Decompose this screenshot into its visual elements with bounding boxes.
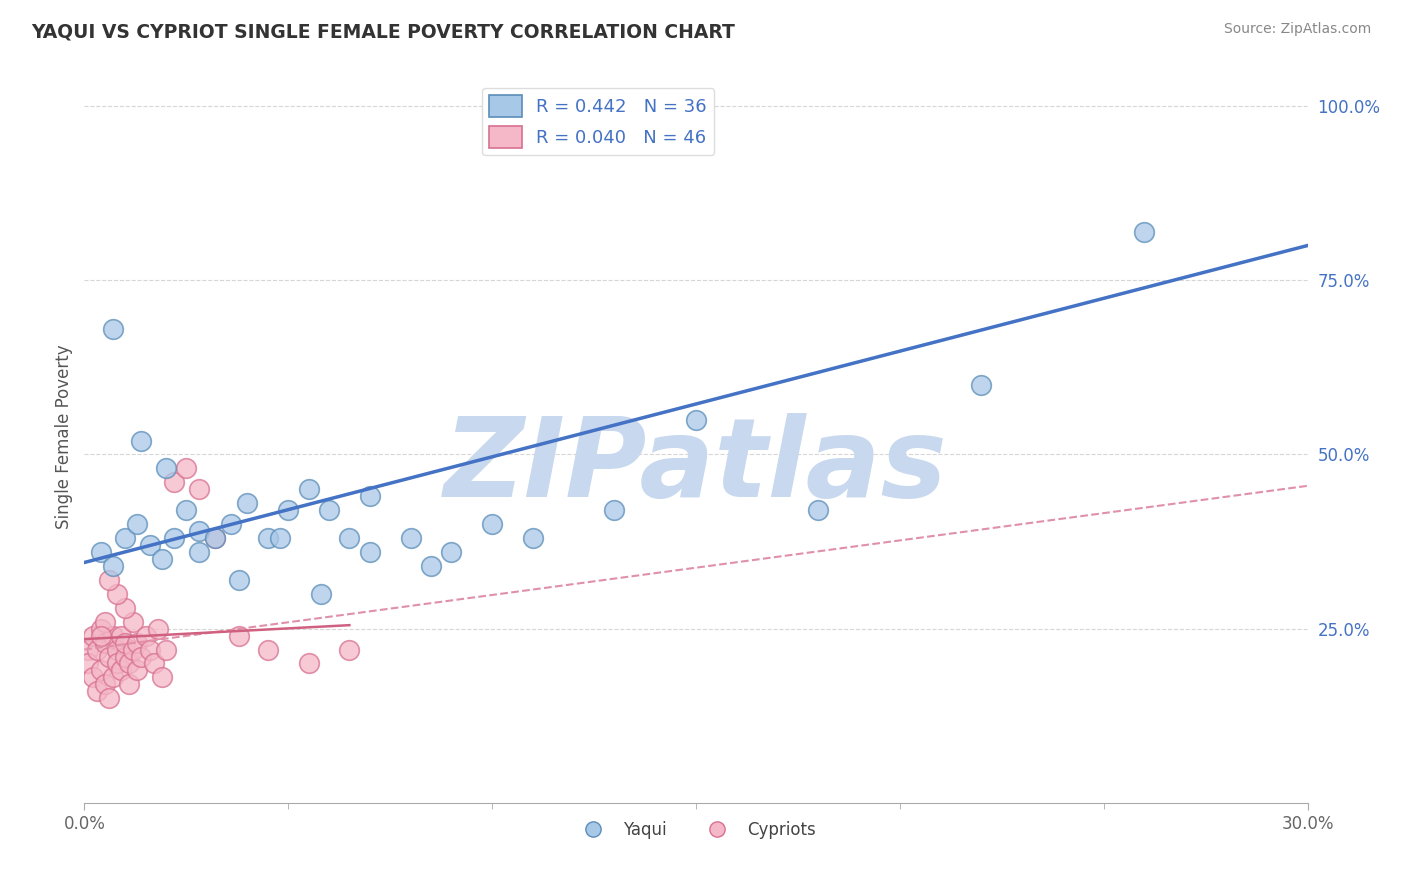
Point xyxy=(101,322,124,336)
Point xyxy=(90,622,112,636)
Point xyxy=(131,649,153,664)
Point xyxy=(685,412,707,426)
Point xyxy=(93,615,115,629)
Point xyxy=(440,545,463,559)
Point xyxy=(970,377,993,392)
Point xyxy=(127,517,149,532)
Point xyxy=(142,657,165,671)
Point xyxy=(131,434,153,448)
Point xyxy=(90,629,112,643)
Point xyxy=(228,629,250,643)
Point xyxy=(114,531,136,545)
Point xyxy=(269,531,291,545)
Point xyxy=(174,503,197,517)
Point xyxy=(86,684,108,698)
Point xyxy=(105,657,128,671)
Point xyxy=(114,600,136,615)
Point xyxy=(228,573,250,587)
Point xyxy=(339,642,361,657)
Point xyxy=(122,642,145,657)
Point xyxy=(127,635,149,649)
Point xyxy=(114,649,136,664)
Point xyxy=(82,629,104,643)
Point xyxy=(101,670,124,684)
Point xyxy=(298,657,321,671)
Point xyxy=(86,642,108,657)
Point xyxy=(155,642,177,657)
Point xyxy=(187,483,209,497)
Point xyxy=(105,587,128,601)
Point xyxy=(1133,225,1156,239)
Point xyxy=(204,531,226,545)
Point xyxy=(82,670,104,684)
Y-axis label: Single Female Poverty: Single Female Poverty xyxy=(55,345,73,529)
Point xyxy=(90,664,112,678)
Point xyxy=(110,664,132,678)
Point xyxy=(174,461,197,475)
Point xyxy=(359,489,381,503)
Point xyxy=(257,531,280,545)
Point xyxy=(93,635,115,649)
Legend: Yaqui, Cypriots: Yaqui, Cypriots xyxy=(569,814,823,846)
Point xyxy=(603,503,626,517)
Point xyxy=(90,545,112,559)
Point xyxy=(146,622,169,636)
Point xyxy=(318,503,340,517)
Point xyxy=(219,517,242,532)
Point xyxy=(236,496,259,510)
Point xyxy=(135,629,157,643)
Point xyxy=(97,649,120,664)
Point xyxy=(93,677,115,691)
Point xyxy=(257,642,280,657)
Point xyxy=(187,524,209,538)
Point xyxy=(339,531,361,545)
Point xyxy=(522,531,544,545)
Point xyxy=(110,629,132,643)
Point xyxy=(138,538,160,552)
Point xyxy=(77,642,100,657)
Point xyxy=(163,475,186,490)
Text: YAQUI VS CYPRIOT SINGLE FEMALE POVERTY CORRELATION CHART: YAQUI VS CYPRIOT SINGLE FEMALE POVERTY C… xyxy=(31,22,735,41)
Point xyxy=(399,531,422,545)
Point xyxy=(277,503,299,517)
Point xyxy=(127,664,149,678)
Point xyxy=(204,531,226,545)
Point xyxy=(105,642,128,657)
Point xyxy=(150,670,173,684)
Point xyxy=(101,558,124,573)
Text: ZIPatlas: ZIPatlas xyxy=(444,413,948,520)
Point xyxy=(420,558,443,573)
Point xyxy=(481,517,503,532)
Point xyxy=(163,531,186,545)
Point xyxy=(155,461,177,475)
Point xyxy=(187,545,209,559)
Point xyxy=(122,615,145,629)
Text: Source: ZipAtlas.com: Source: ZipAtlas.com xyxy=(1223,22,1371,37)
Point xyxy=(77,657,100,671)
Point xyxy=(309,587,332,601)
Point xyxy=(807,503,830,517)
Point xyxy=(118,677,141,691)
Point xyxy=(359,545,381,559)
Point xyxy=(97,691,120,706)
Point xyxy=(114,635,136,649)
Point xyxy=(118,657,141,671)
Point xyxy=(97,573,120,587)
Point xyxy=(138,642,160,657)
Point xyxy=(101,629,124,643)
Point xyxy=(298,483,321,497)
Point xyxy=(150,552,173,566)
